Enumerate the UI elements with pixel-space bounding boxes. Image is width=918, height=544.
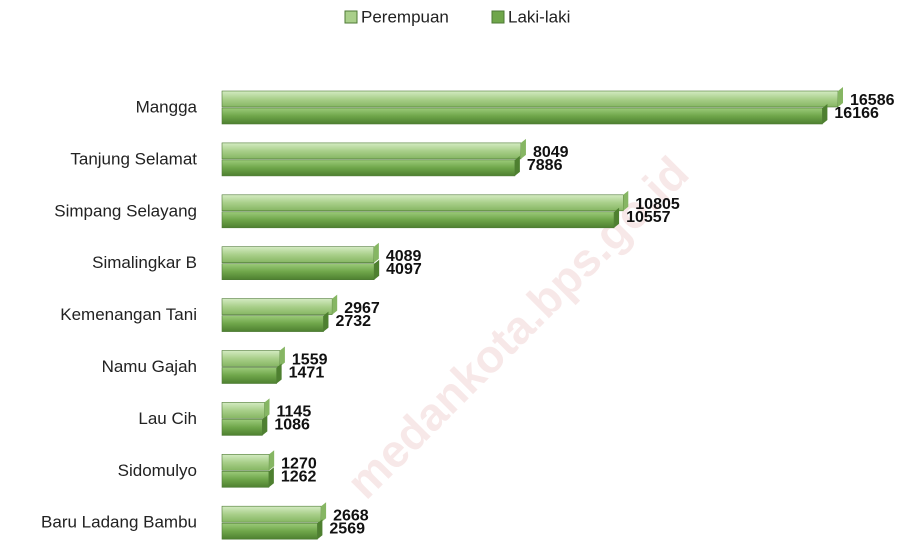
bar-cap	[264, 398, 270, 419]
value-label: 16586	[850, 92, 895, 109]
category-label: Simalingkar B	[92, 253, 197, 272]
bar	[221, 505, 322, 523]
category-label: Sidomulyo	[118, 461, 197, 480]
value-label: 2569	[329, 520, 365, 537]
bar-cap	[838, 87, 843, 107]
bar-cap	[268, 467, 274, 488]
category-label: Baru Ladang Bambu	[41, 513, 197, 532]
value-label: 2732	[335, 313, 371, 330]
value-label: 10805	[635, 196, 680, 213]
bar	[221, 90, 839, 108]
legend-label: Laki-laki	[508, 7, 570, 26]
value-label: 1145	[277, 404, 312, 421]
bar	[221, 470, 270, 488]
bar-cap	[323, 311, 329, 332]
value-label: 4097	[386, 261, 422, 278]
bar	[221, 315, 324, 332]
category-label: Namu Gajah	[102, 357, 197, 376]
bar-cap	[321, 502, 327, 523]
bar	[221, 107, 823, 125]
bar-cap	[276, 363, 282, 384]
value-label: 7886	[527, 157, 563, 174]
bar-cap	[373, 242, 379, 263]
category-label: Simpang Selayang	[54, 201, 197, 220]
value-label: 8049	[533, 144, 569, 161]
bar-cap	[623, 190, 629, 211]
value-label: 1262	[281, 469, 317, 486]
legend-label: Perempuan	[361, 7, 449, 26]
bar-cap	[317, 519, 323, 540]
value-label: 2967	[344, 300, 380, 317]
bar-cap	[514, 155, 520, 176]
value-label: 16166	[834, 105, 879, 122]
category-label: Tanjung Selamat	[70, 149, 197, 168]
value-label: 1471	[289, 365, 325, 382]
bar	[221, 298, 333, 315]
value-label: 2668	[333, 507, 369, 524]
category-label: Lau Cih	[138, 409, 197, 428]
value-label: 1270	[281, 456, 317, 473]
bar	[221, 367, 277, 384]
bar	[221, 402, 265, 419]
bar	[221, 246, 375, 263]
legend-swatch	[344, 10, 358, 24]
bar	[221, 453, 270, 471]
bar	[221, 211, 615, 229]
bar-cap	[374, 259, 380, 280]
legend-swatch	[491, 10, 505, 24]
value-label: 1559	[292, 352, 328, 369]
value-label: 1086	[274, 417, 310, 434]
bar	[221, 419, 263, 436]
bar	[221, 522, 318, 540]
bar	[221, 350, 281, 367]
category-label: Mangga	[136, 97, 198, 116]
bar-cap	[332, 294, 338, 315]
value-label: 10557	[626, 209, 671, 226]
value-label: 4089	[386, 248, 422, 265]
bar-cap	[520, 138, 526, 159]
bar	[221, 194, 624, 212]
bar-cap	[822, 104, 828, 124]
bar-cap	[269, 450, 275, 471]
bar	[221, 263, 375, 281]
bar-cap	[262, 415, 268, 436]
category-label: Kemenangan Tani	[60, 305, 197, 324]
bar	[221, 142, 522, 160]
bar-cap	[614, 207, 620, 228]
bar-cap	[279, 346, 285, 367]
bar	[221, 159, 516, 177]
